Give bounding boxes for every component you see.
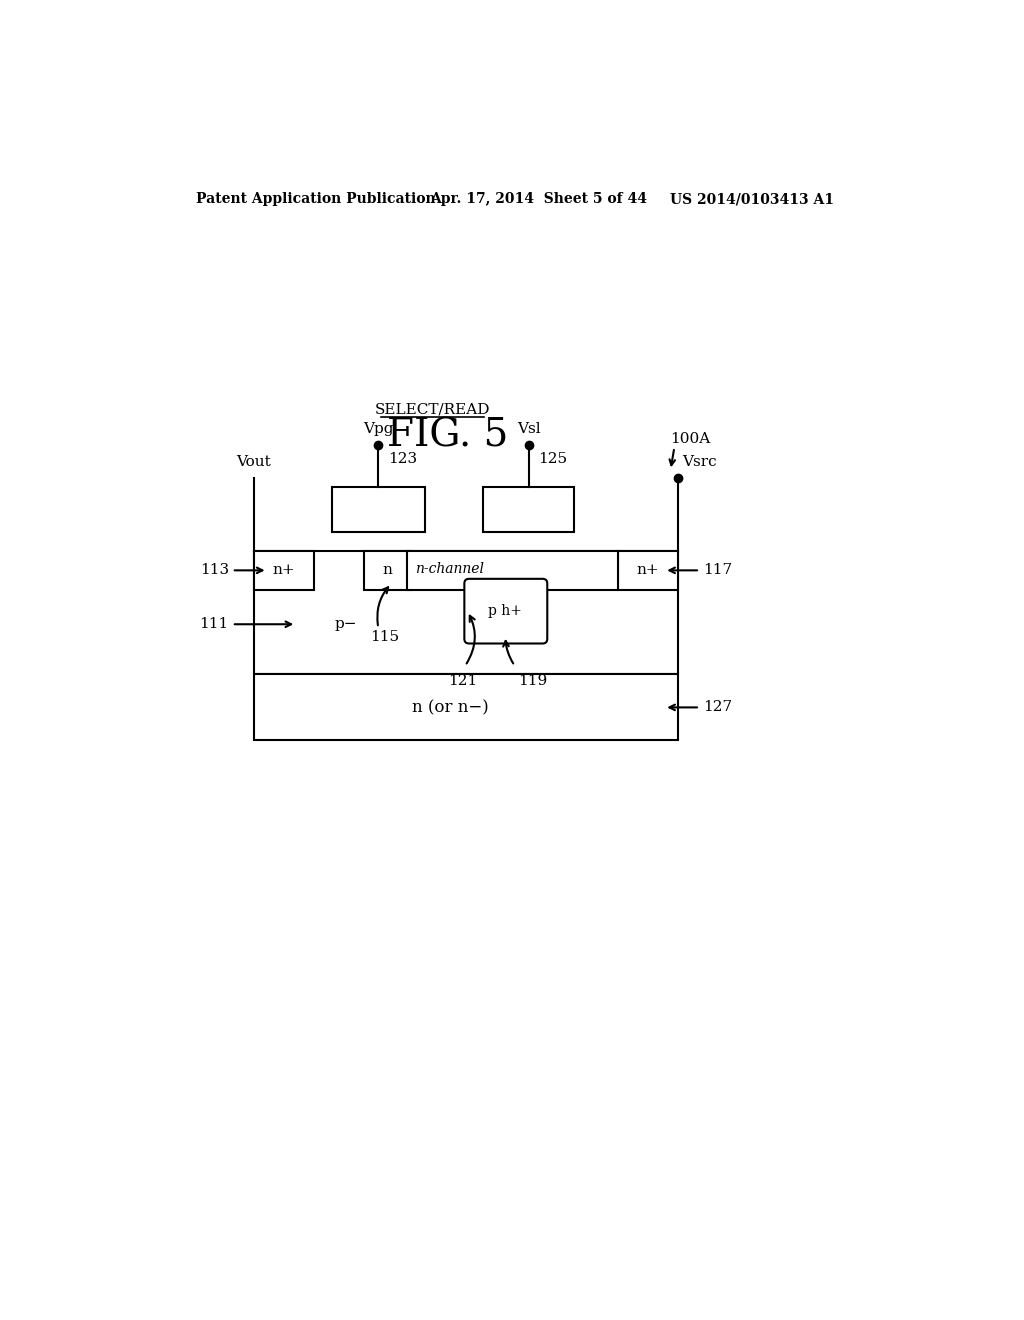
Text: 119: 119 xyxy=(518,675,547,688)
Text: 117: 117 xyxy=(703,564,732,577)
Text: US 2014/0103413 A1: US 2014/0103413 A1 xyxy=(671,193,835,206)
Text: Vout: Vout xyxy=(237,454,271,469)
Text: Apr. 17, 2014  Sheet 5 of 44: Apr. 17, 2014 Sheet 5 of 44 xyxy=(430,193,647,206)
Text: Vsl: Vsl xyxy=(517,421,541,436)
Text: 127: 127 xyxy=(703,701,732,714)
Text: p h+: p h+ xyxy=(488,605,522,618)
Text: Vpg: Vpg xyxy=(364,421,393,436)
Text: n: n xyxy=(383,564,392,577)
Bar xyxy=(617,552,678,590)
Bar xyxy=(254,675,678,739)
Text: Vsrc: Vsrc xyxy=(682,454,717,469)
Text: 113: 113 xyxy=(200,564,228,577)
Text: 123: 123 xyxy=(388,451,417,466)
Text: FIG. 5: FIG. 5 xyxy=(387,417,508,454)
Bar xyxy=(332,487,425,532)
Text: 100A: 100A xyxy=(671,433,711,446)
Bar xyxy=(365,552,411,590)
Bar xyxy=(407,552,617,590)
Text: SELECT/READ: SELECT/READ xyxy=(375,403,490,416)
Text: 121: 121 xyxy=(449,675,477,688)
Text: Patent Application Publication: Patent Application Publication xyxy=(197,193,436,206)
Bar xyxy=(483,487,574,532)
Text: n+: n+ xyxy=(637,564,659,577)
Text: 125: 125 xyxy=(538,451,567,466)
Text: n+: n+ xyxy=(272,564,295,577)
FancyBboxPatch shape xyxy=(464,579,547,644)
Bar xyxy=(254,552,314,590)
Bar xyxy=(254,552,678,675)
Text: n (or n−): n (or n−) xyxy=(412,698,488,715)
Text: 115: 115 xyxy=(371,631,399,644)
Text: 111: 111 xyxy=(200,618,228,631)
Text: n-channel: n-channel xyxy=(415,562,483,576)
Text: p−: p− xyxy=(335,618,357,631)
